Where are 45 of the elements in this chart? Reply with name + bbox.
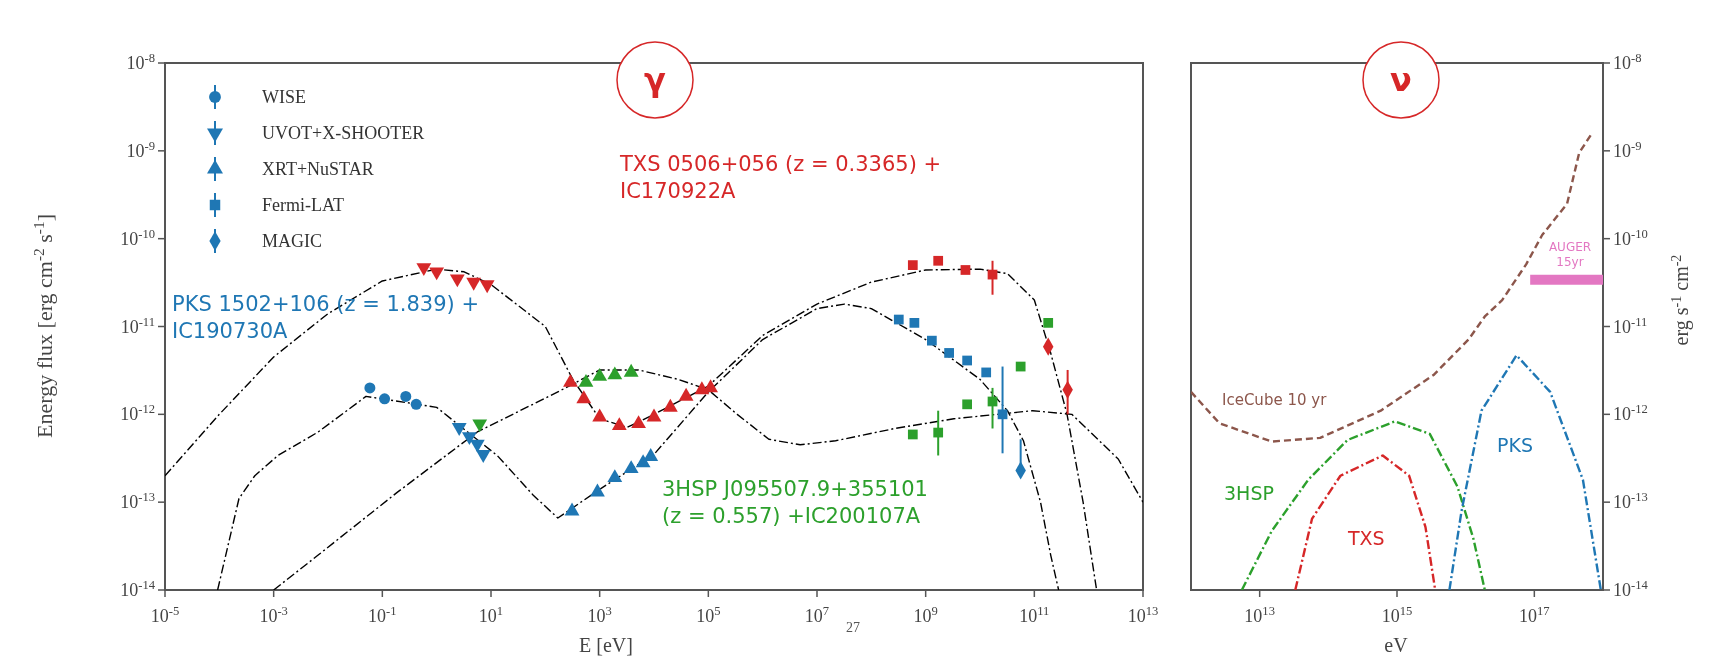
x-tick-label: 10$^{-1}$: [368, 604, 397, 626]
chart-title: γ: [644, 61, 667, 99]
x-tick-label: 10$^{13}$: [1244, 604, 1275, 626]
series-label: PKS: [1497, 434, 1533, 456]
x-tick-label: 10$^{9}$: [913, 604, 938, 626]
x-tick-label: 10$^{-5}$: [150, 604, 180, 626]
x-tick-label: 10$^{17}$: [1519, 604, 1550, 626]
x-tick-label: 10$^{7}$: [804, 604, 830, 626]
text: 27: [846, 620, 860, 635]
x-tick-label: 10$^{13}$: [1127, 604, 1159, 626]
series-label: IceCube 10 yr: [1222, 391, 1328, 409]
y-tick-label: 10$^{-10}$: [1613, 226, 1648, 249]
series-label: TXS: [1347, 527, 1385, 549]
y-tick-label: 10$^{-13}$: [120, 490, 155, 513]
y-tick-label: 10$^{-8}$: [126, 51, 155, 73]
chart-title: ν: [1390, 61, 1412, 99]
y-tick-label: 10$^{-8}$: [1613, 51, 1642, 73]
annotation: 3HSP J095507.9+355101 (z = 0.557) +IC200107A: [662, 477, 928, 529]
legend-label: Fermi-LAT: [262, 195, 344, 215]
series-label: AUGER 15yr: [1548, 240, 1592, 269]
y-tick-label: 10$^{-11}$: [1613, 314, 1648, 337]
x-tick-label: 10$^{11}$: [1019, 604, 1050, 626]
x-tick-label: 10$^{-3}$: [259, 604, 288, 626]
y-tick-label: 10$^{-9}$: [1613, 138, 1642, 161]
y-tick-label: 10$^{-12}$: [120, 402, 155, 425]
x-tick-label: 10$^{15}$: [1381, 604, 1413, 626]
y-tick-label: 10$^{-13}$: [1613, 490, 1648, 513]
x-tick-label: 10$^{1}$: [478, 604, 504, 626]
y-tick-label: 10$^{-10}$: [120, 226, 155, 249]
y-tick-label: 10$^{-11}$: [120, 314, 155, 337]
y-tick-label: 10$^{-14}$: [120, 578, 156, 600]
series-label: 3HSP: [1224, 482, 1274, 504]
x-axis-title: eV: [1384, 634, 1409, 656]
annotation: TXS 0506+056 (z = 0.3365) + IC170922A: [619, 152, 942, 204]
y-tick-label: 10$^{-9}$: [126, 138, 155, 161]
annotation: PKS 1502+106 (z = 1.839) + IC190730A: [172, 292, 479, 344]
legend-label: UVOT+X-SHOOTER: [262, 123, 425, 143]
legend-label: MAGIC: [262, 231, 323, 251]
legend-label: WISE: [262, 87, 306, 107]
y-tick-label: 10$^{-14}$: [1613, 578, 1649, 600]
y-tick-label: 10$^{-12}$: [1613, 402, 1648, 425]
x-axis-title: E [eV]: [579, 634, 633, 656]
x-tick-label: 10$^{3}$: [587, 604, 612, 626]
legend-label: XRT+NuSTAR: [262, 159, 374, 179]
x-tick-label: 10$^{5}$: [696, 604, 721, 626]
